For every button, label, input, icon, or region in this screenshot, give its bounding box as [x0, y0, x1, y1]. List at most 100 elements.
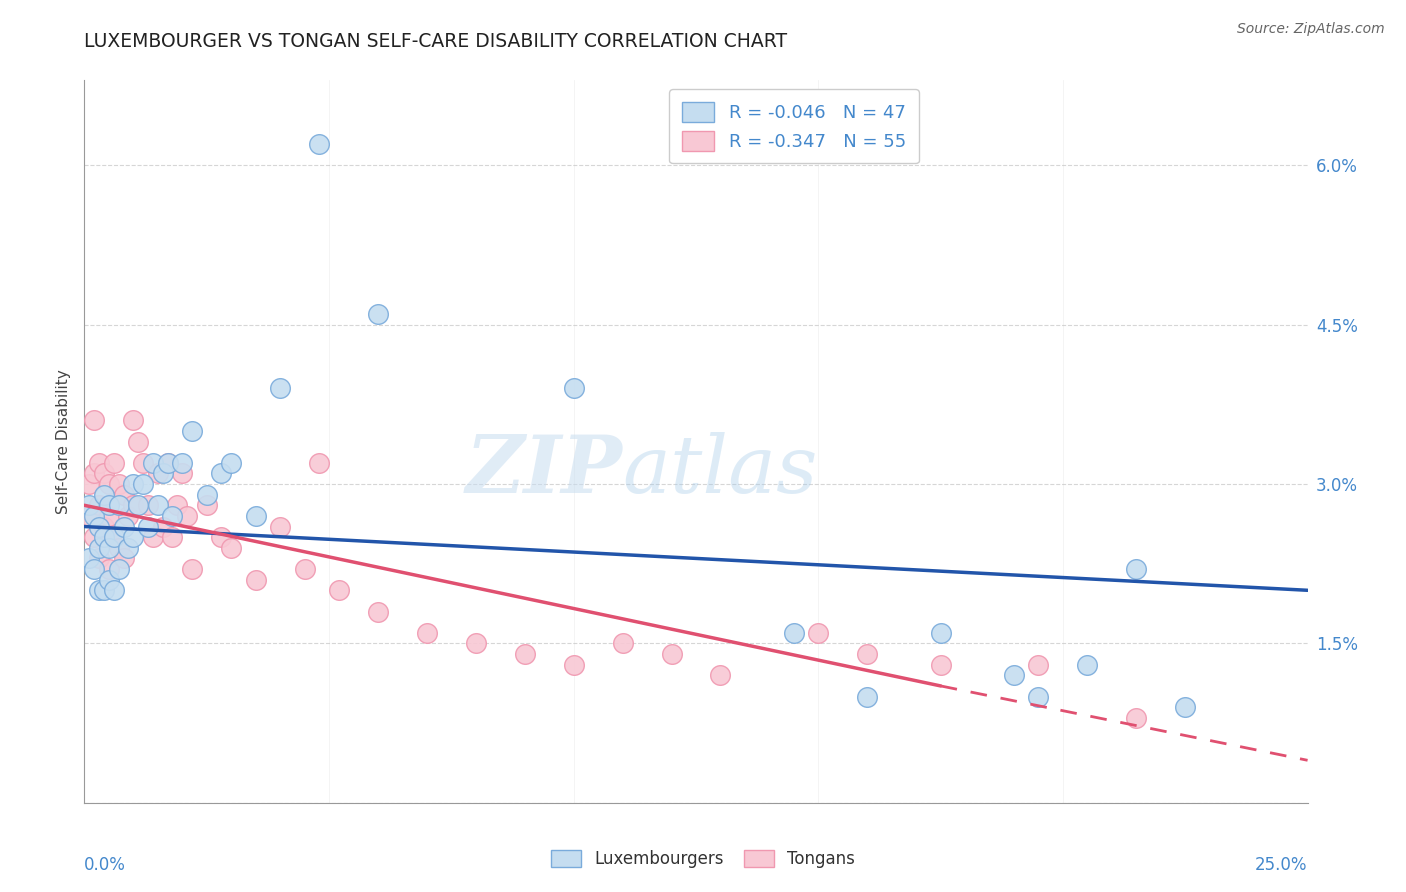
Point [97, 573, 120, 587]
Point [77, 508, 100, 523]
Point [1125, 711, 1147, 725]
Point [93, 530, 115, 544]
Point [219, 541, 242, 555]
Point [97, 508, 120, 523]
Point [856, 690, 879, 704]
Point [367, 307, 389, 321]
Point [93, 467, 115, 481]
Point [1125, 562, 1147, 576]
Point [87, 498, 110, 512]
Point [195, 498, 218, 512]
Point [87, 583, 110, 598]
Point [87, 551, 110, 566]
Legend: Luxembourgers, Tongans: Luxembourgers, Tongans [544, 843, 862, 875]
Point [97, 541, 120, 555]
Legend: R = -0.046   N = 47, R = -0.347   N = 55: R = -0.046 N = 47, R = -0.347 N = 55 [669, 89, 918, 163]
Point [562, 657, 585, 672]
Point [142, 530, 165, 544]
Point [513, 647, 536, 661]
Point [93, 519, 115, 533]
Point [269, 519, 291, 533]
Point [367, 605, 389, 619]
Point [308, 456, 330, 470]
Text: LUXEMBOURGER VS TONGAN SELF-CARE DISABILITY CORRELATION CHART: LUXEMBOURGER VS TONGAN SELF-CARE DISABIL… [84, 32, 787, 52]
Point [132, 477, 155, 491]
Point [103, 583, 125, 598]
Point [146, 467, 169, 481]
Text: atlas: atlas [623, 432, 818, 509]
Point [1028, 657, 1050, 672]
Point [156, 456, 179, 470]
Point [83, 530, 105, 544]
Point [136, 498, 159, 512]
Point [172, 467, 194, 481]
Point [152, 467, 174, 481]
Point [97, 562, 120, 576]
Point [103, 456, 125, 470]
Point [162, 530, 184, 544]
Point [107, 562, 129, 576]
Point [783, 625, 806, 640]
Point [87, 456, 110, 470]
Point [152, 519, 174, 533]
Point [929, 625, 952, 640]
Point [132, 456, 155, 470]
Point [87, 541, 110, 555]
Point [112, 488, 135, 502]
Point [142, 456, 165, 470]
Point [1002, 668, 1025, 682]
Point [77, 477, 100, 491]
Point [122, 477, 145, 491]
Point [127, 498, 149, 512]
Point [181, 424, 204, 438]
Point [83, 467, 105, 481]
Point [181, 562, 204, 576]
Point [103, 530, 125, 544]
Point [209, 530, 232, 544]
Point [97, 498, 120, 512]
Point [562, 381, 585, 395]
Point [929, 657, 952, 672]
Point [807, 625, 830, 640]
Point [93, 583, 115, 598]
Point [209, 467, 232, 481]
Point [127, 434, 149, 449]
Point [162, 508, 184, 523]
Point [87, 519, 110, 533]
Point [245, 573, 267, 587]
Point [146, 498, 169, 512]
Point [83, 562, 105, 576]
Point [93, 488, 115, 502]
Point [245, 508, 267, 523]
Point [77, 551, 100, 566]
Point [156, 456, 179, 470]
Point [464, 636, 486, 650]
Point [112, 519, 135, 533]
Point [328, 583, 350, 598]
Point [117, 508, 139, 523]
Point [172, 456, 194, 470]
Point [709, 668, 731, 682]
Text: Source: ZipAtlas.com: Source: ZipAtlas.com [1237, 22, 1385, 37]
Point [122, 530, 145, 544]
Point [122, 413, 145, 427]
Point [195, 488, 218, 502]
Point [107, 541, 129, 555]
Point [77, 498, 100, 512]
Y-axis label: Self-Care Disability: Self-Care Disability [56, 369, 72, 514]
Point [269, 381, 291, 395]
Point [612, 636, 634, 650]
Point [117, 541, 139, 555]
Point [112, 551, 135, 566]
Point [107, 498, 129, 512]
Text: ZIP: ZIP [465, 432, 623, 509]
Point [416, 625, 439, 640]
Point [107, 477, 129, 491]
Point [122, 498, 145, 512]
Point [166, 498, 188, 512]
Text: 25.0%: 25.0% [1256, 856, 1308, 874]
Point [136, 519, 159, 533]
Point [1174, 700, 1197, 714]
Point [856, 647, 879, 661]
Point [308, 136, 330, 151]
